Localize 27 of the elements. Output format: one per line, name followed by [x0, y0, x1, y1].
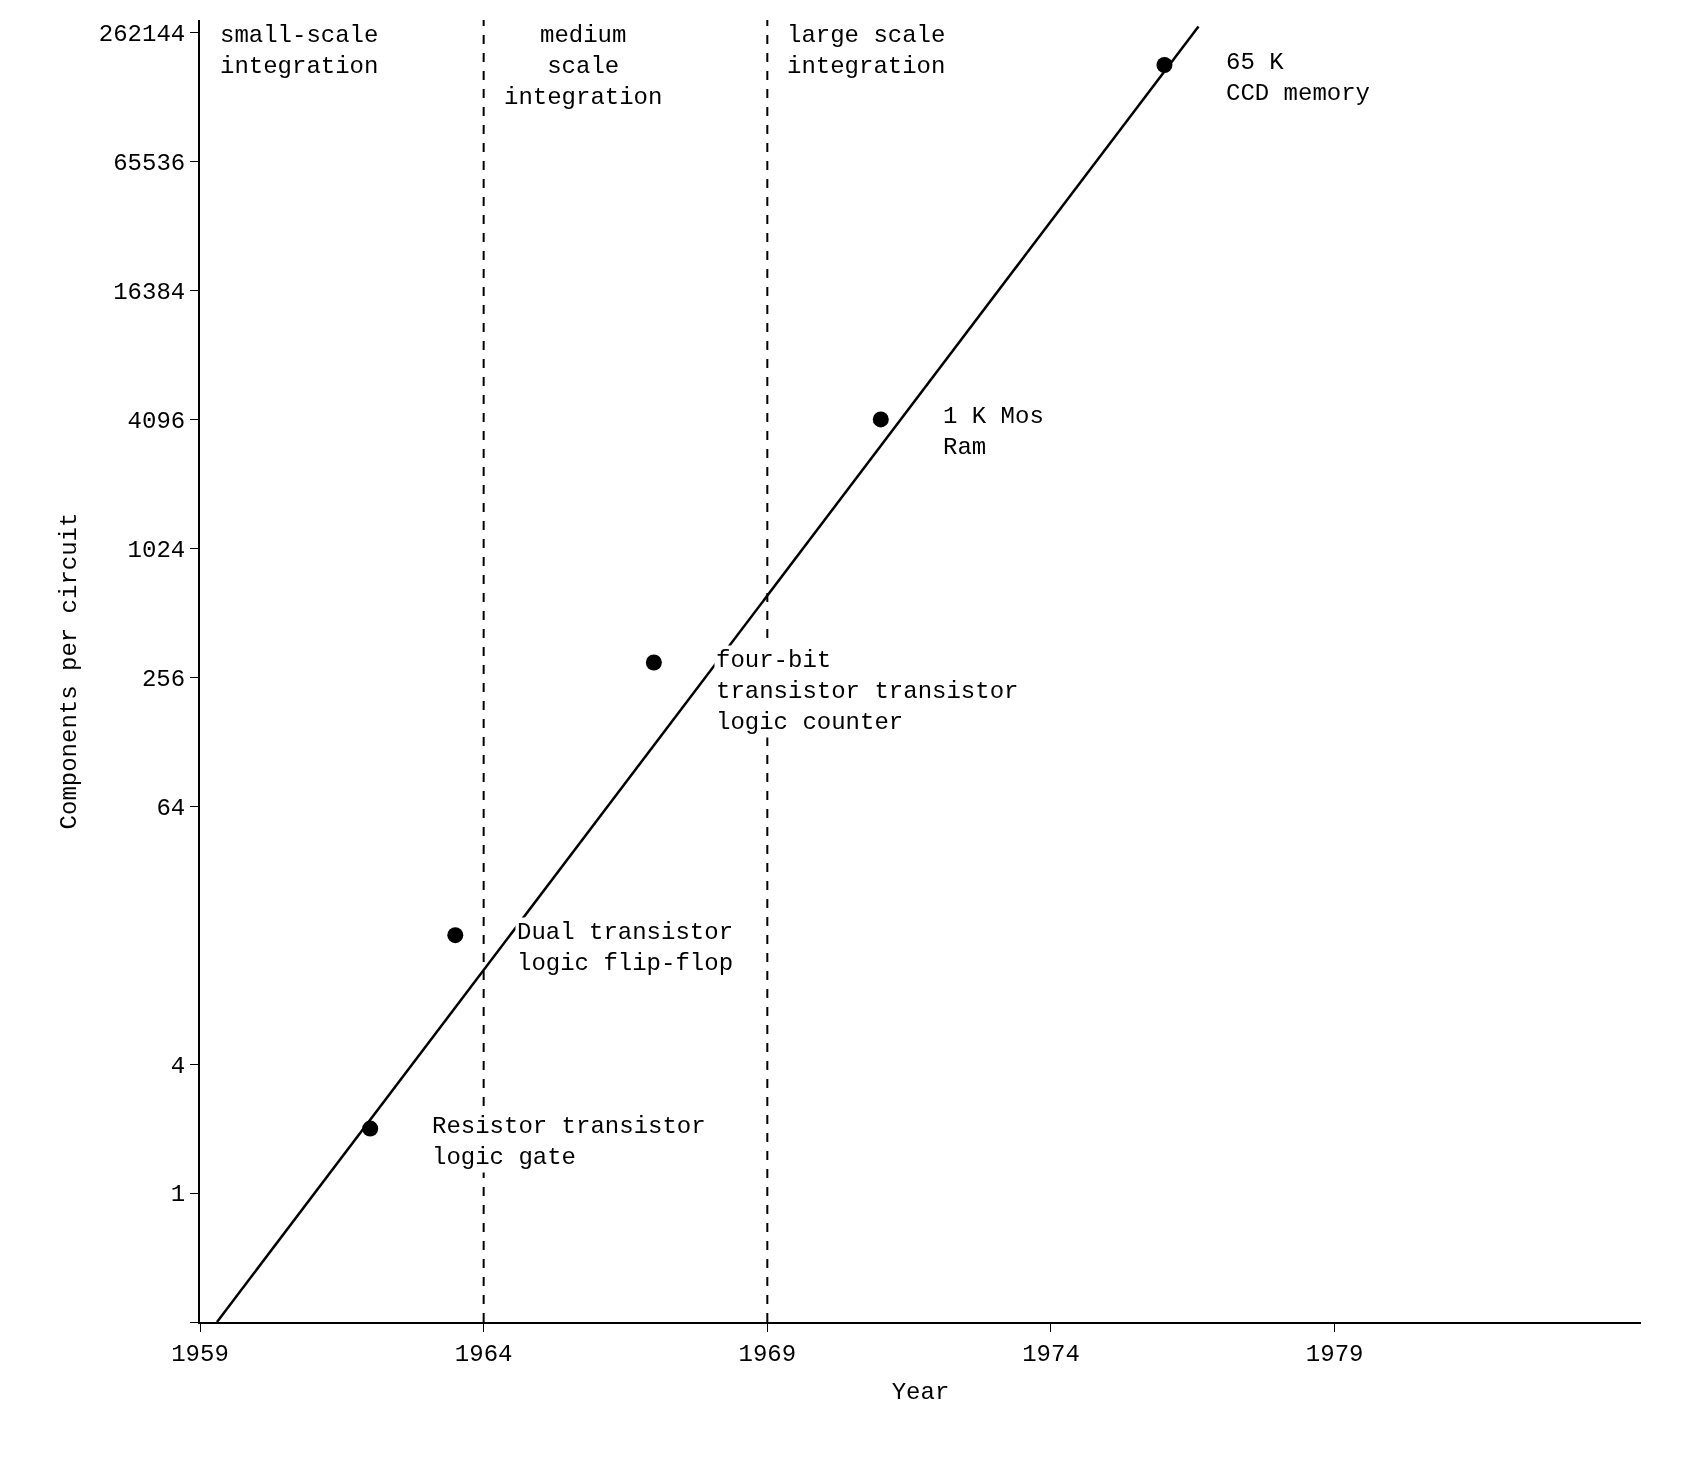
annotation: four-bit transistor transistor logic counter: [716, 647, 1019, 737]
annotation: Resistor transistor logic gate: [432, 1113, 706, 1172]
annotation: 65 K CCD memory: [1226, 49, 1371, 108]
x-tick-label: 1974: [1022, 1340, 1080, 1368]
y-tick-label: 16384: [113, 278, 186, 306]
y-axis-title: Components per circuit: [56, 512, 84, 830]
x-tick-label: 1969: [738, 1340, 797, 1368]
annotation: Dual transistor logic flip-flop: [517, 919, 734, 978]
y-tick-label: 1: [170, 1181, 186, 1209]
annotation: small-scale integration: [220, 22, 379, 81]
x-tick-label: 1959: [171, 1340, 229, 1368]
y-tick-label: 4096: [127, 407, 186, 435]
annotation: large scale integration: [787, 22, 946, 81]
y-tick-label: 65536: [113, 149, 186, 177]
y-tick-label: 4: [170, 1052, 186, 1080]
x-tick-label: 1979: [1305, 1340, 1364, 1368]
x-tick-label: 1964: [454, 1340, 513, 1368]
point: [447, 927, 464, 944]
annotation: medium scale integration: [504, 22, 663, 112]
point: [645, 654, 662, 671]
x-axis-title: Year: [891, 1378, 950, 1406]
y-tick-label: 262144: [98, 20, 186, 48]
y-tick-label: 1024: [127, 536, 186, 564]
y-tick-label: 256: [141, 665, 186, 693]
point: [872, 411, 889, 428]
y-tick-label: 64: [156, 794, 186, 822]
annotation: 1 K Mos Ram: [943, 403, 1044, 462]
